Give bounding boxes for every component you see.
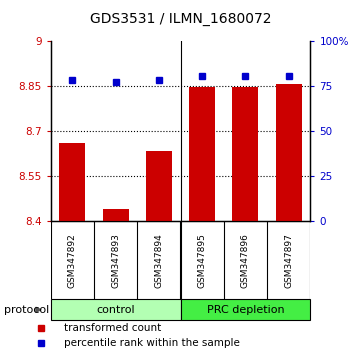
Bar — [103, 209, 129, 221]
Bar — [146, 150, 172, 221]
Text: transformed count: transformed count — [64, 323, 161, 333]
Text: GDS3531 / ILMN_1680072: GDS3531 / ILMN_1680072 — [90, 12, 271, 27]
Bar — [59, 143, 85, 221]
Text: GSM347892: GSM347892 — [68, 233, 77, 287]
Bar — [232, 87, 258, 221]
Text: GSM347894: GSM347894 — [155, 233, 163, 287]
Text: PRC depletion: PRC depletion — [206, 305, 284, 315]
Text: percentile rank within the sample: percentile rank within the sample — [64, 338, 239, 348]
Bar — [51, 299, 180, 320]
Text: GSM347896: GSM347896 — [241, 233, 250, 288]
Text: protocol: protocol — [4, 305, 49, 315]
Text: GSM347893: GSM347893 — [111, 233, 120, 288]
Bar — [276, 84, 302, 221]
Text: control: control — [96, 305, 135, 315]
Text: GSM347895: GSM347895 — [198, 233, 206, 288]
Bar — [180, 299, 310, 320]
Text: GSM347897: GSM347897 — [284, 233, 293, 288]
Bar — [189, 87, 215, 221]
